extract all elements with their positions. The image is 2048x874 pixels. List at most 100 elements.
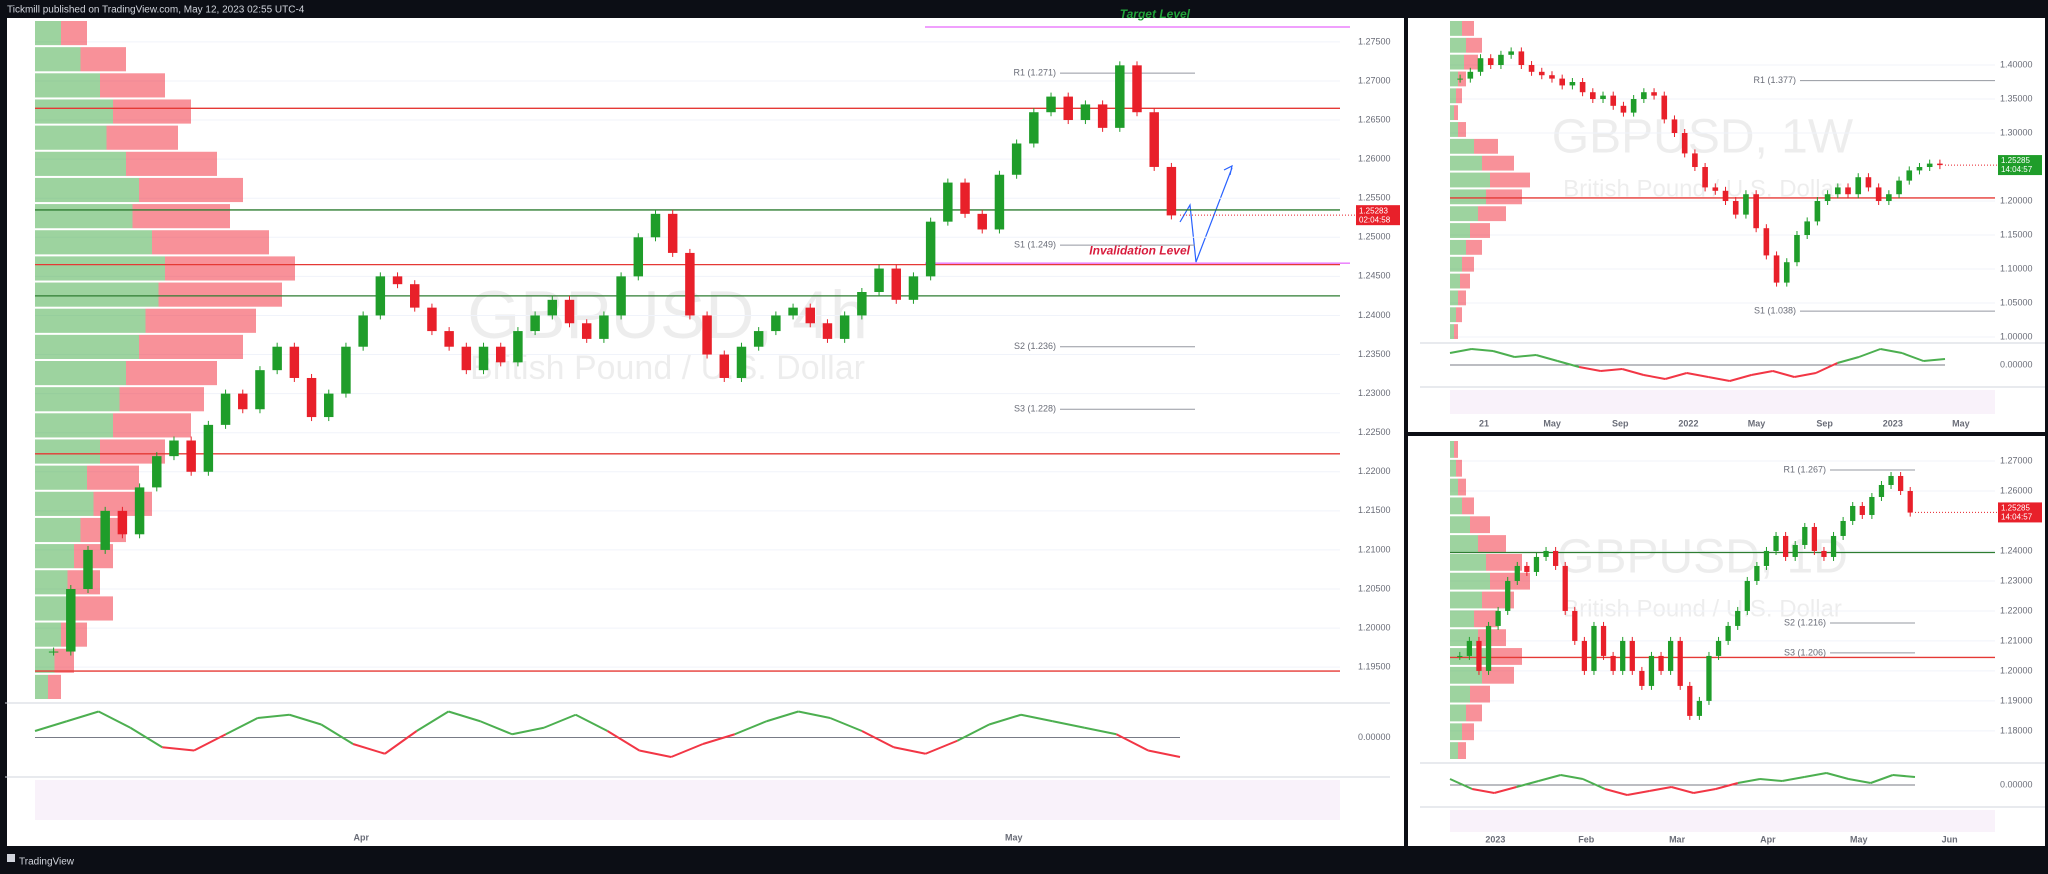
osc-segment <box>1901 352 1924 362</box>
candle-body <box>1559 78 1565 86</box>
candle-body <box>1773 535 1779 551</box>
osc-segment <box>162 746 195 752</box>
profile-bar-up <box>35 622 61 647</box>
osc-segment <box>1848 778 1871 784</box>
profile-bar-up <box>35 334 139 359</box>
candle-body <box>255 370 265 410</box>
candle-body <box>1916 167 1923 171</box>
osc-segment <box>257 713 290 719</box>
y-tick-label: 1.27000 <box>1358 75 1391 85</box>
candle-body <box>1572 610 1578 641</box>
osc-segment <box>639 749 672 758</box>
candle-body <box>564 299 575 324</box>
profile-bar-down <box>1482 155 1514 171</box>
osc-segment <box>1837 356 1860 364</box>
stoch-band <box>35 780 1340 820</box>
candle-body <box>771 315 781 332</box>
candle-body <box>1661 95 1668 120</box>
candle-body <box>1600 625 1607 656</box>
candle-body <box>1840 520 1846 536</box>
y-tick-label: 1.21500 <box>1358 505 1391 515</box>
profile-bar-down <box>113 413 191 438</box>
profile-bar-down <box>1474 610 1498 628</box>
osc-segment <box>1772 370 1795 378</box>
y-tick-label: 1.24000 <box>2000 545 2033 555</box>
y-tick-label: 1.35000 <box>2000 93 2033 103</box>
candle-body <box>908 276 919 300</box>
candle-body <box>1466 640 1473 656</box>
candle-body <box>1763 550 1770 566</box>
candle-body <box>1706 655 1712 701</box>
candle-body <box>616 276 626 316</box>
y-tick-label: 1.40000 <box>2000 59 2033 69</box>
y-tick-label: 1.19500 <box>1358 662 1391 672</box>
profile-bar-up <box>35 465 87 490</box>
candle-body <box>513 331 523 363</box>
profile-bar-down <box>1482 666 1514 684</box>
candle-body <box>1687 685 1693 716</box>
candle-body <box>1639 670 1645 686</box>
profile-bar-up <box>1450 105 1454 121</box>
osc-segment <box>893 746 926 755</box>
candle-body <box>1878 484 1885 497</box>
countdown: 14:04:57 <box>2001 513 2033 522</box>
pivot-label: R1 (1.271) <box>1013 68 1056 78</box>
profile-bar-down <box>1456 459 1462 477</box>
pivot-label: R1 (1.267) <box>1783 464 1826 474</box>
profile-bar-up <box>1450 206 1478 222</box>
profile-bar-down <box>1458 122 1466 137</box>
candle-body <box>495 346 506 363</box>
profile-bar-down <box>1462 723 1474 741</box>
candle-body <box>1629 640 1635 671</box>
watermark: GBPUSD, 1W <box>1552 111 1854 164</box>
x-tick-label: 2022 <box>1678 418 1698 428</box>
profile-bar-down <box>1478 629 1506 647</box>
candle-body <box>186 440 196 472</box>
osc-segment <box>798 710 831 719</box>
profile-bar-up <box>1450 629 1478 647</box>
y-tick-label: 1.00000 <box>2000 331 2033 341</box>
x-tick-label: May <box>1850 834 1868 844</box>
candle-body <box>1811 526 1818 551</box>
profile-bar-down <box>80 47 126 72</box>
osc-segment <box>670 743 704 758</box>
profile-bar-down <box>1460 273 1470 289</box>
candle-body <box>599 315 609 339</box>
osc-segment <box>1471 348 1494 352</box>
x-tick-label: 21 <box>1479 418 1489 428</box>
candle-body <box>1869 496 1875 515</box>
profile-bar-up <box>1450 572 1490 590</box>
osc-segment <box>1880 348 1903 354</box>
pivot-label: S2 (1.236) <box>1014 341 1056 351</box>
candle-body <box>753 331 764 347</box>
profile-bar-up <box>1450 189 1486 205</box>
y-tick-label: 1.10000 <box>2000 263 2033 273</box>
profile-bar-down <box>1456 307 1462 323</box>
y-tick-label: 1.20000 <box>1358 622 1391 632</box>
osc-segment <box>1115 733 1149 752</box>
profile-bar-down <box>1466 704 1482 722</box>
pivot-label: R1 (1.377) <box>1753 75 1796 85</box>
y-tick-label: 1.21000 <box>2000 635 2033 645</box>
profile-bar-up <box>35 361 126 386</box>
candle-body <box>1859 505 1865 515</box>
osc-segment <box>1671 786 1694 794</box>
candle-body <box>1753 194 1759 229</box>
candle-body <box>650 213 661 238</box>
candle-body <box>1166 166 1177 216</box>
candle-body <box>857 292 867 316</box>
osc-segment <box>543 713 577 729</box>
profile-bar-up <box>1450 172 1490 188</box>
candle-body <box>1569 82 1576 86</box>
x-tick-label: Sep <box>1816 418 1833 428</box>
osc-segment <box>98 710 131 729</box>
candle-body <box>1692 153 1698 168</box>
profile-bar-down <box>158 282 282 307</box>
profile-bar-down <box>1464 54 1478 70</box>
brand: TradingView <box>19 857 75 868</box>
candle-body <box>1794 235 1800 263</box>
osc-segment <box>1516 780 1539 788</box>
candle-body <box>1725 625 1731 641</box>
osc-segment <box>34 720 68 732</box>
profile-bar-down <box>1454 105 1458 121</box>
